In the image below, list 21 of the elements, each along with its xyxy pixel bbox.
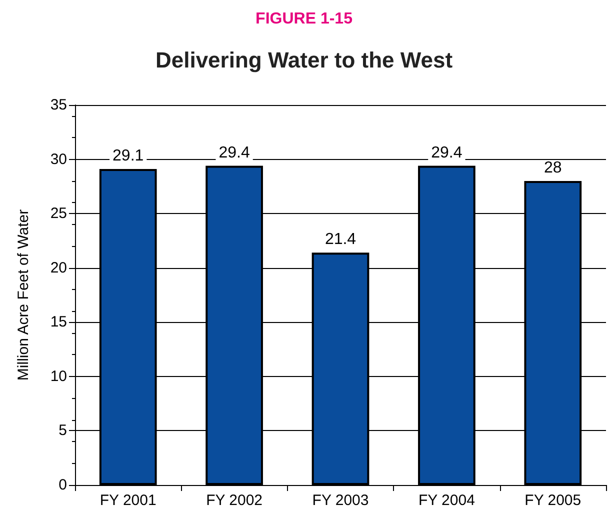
y-tick-label: 10 bbox=[50, 368, 67, 385]
y-tick-label: 35 bbox=[50, 96, 67, 114]
y-tick-label: 5 bbox=[58, 422, 67, 440]
caption: FIGURE 1-15 bbox=[256, 10, 353, 28]
data-label: 21.4 bbox=[324, 231, 356, 248]
y-tick-label: 30 bbox=[50, 150, 67, 168]
y-tick-label: 0 bbox=[58, 476, 67, 494]
x-tick-label: FY 2001 bbox=[100, 492, 156, 509]
x-tick-label: FY 2002 bbox=[206, 492, 263, 509]
y-tick-label: 20 bbox=[50, 259, 67, 276]
data-label: 28 bbox=[544, 160, 562, 176]
data-label: 29.1 bbox=[112, 148, 144, 165]
x-tick-label: FY 2004 bbox=[418, 492, 475, 509]
y-tick-label: 25 bbox=[50, 205, 67, 222]
data-label: 29.4 bbox=[218, 144, 250, 162]
chart-title: Delivering Water to the West bbox=[155, 48, 454, 72]
y-axis-title: Million Acre Feet of Water bbox=[15, 209, 32, 381]
y-tick-label: 15 bbox=[50, 314, 67, 331]
x-tick-label: FY 2005 bbox=[524, 492, 582, 509]
x-tick-label: FY 2003 bbox=[312, 492, 369, 509]
data-label: 29.4 bbox=[431, 144, 462, 162]
